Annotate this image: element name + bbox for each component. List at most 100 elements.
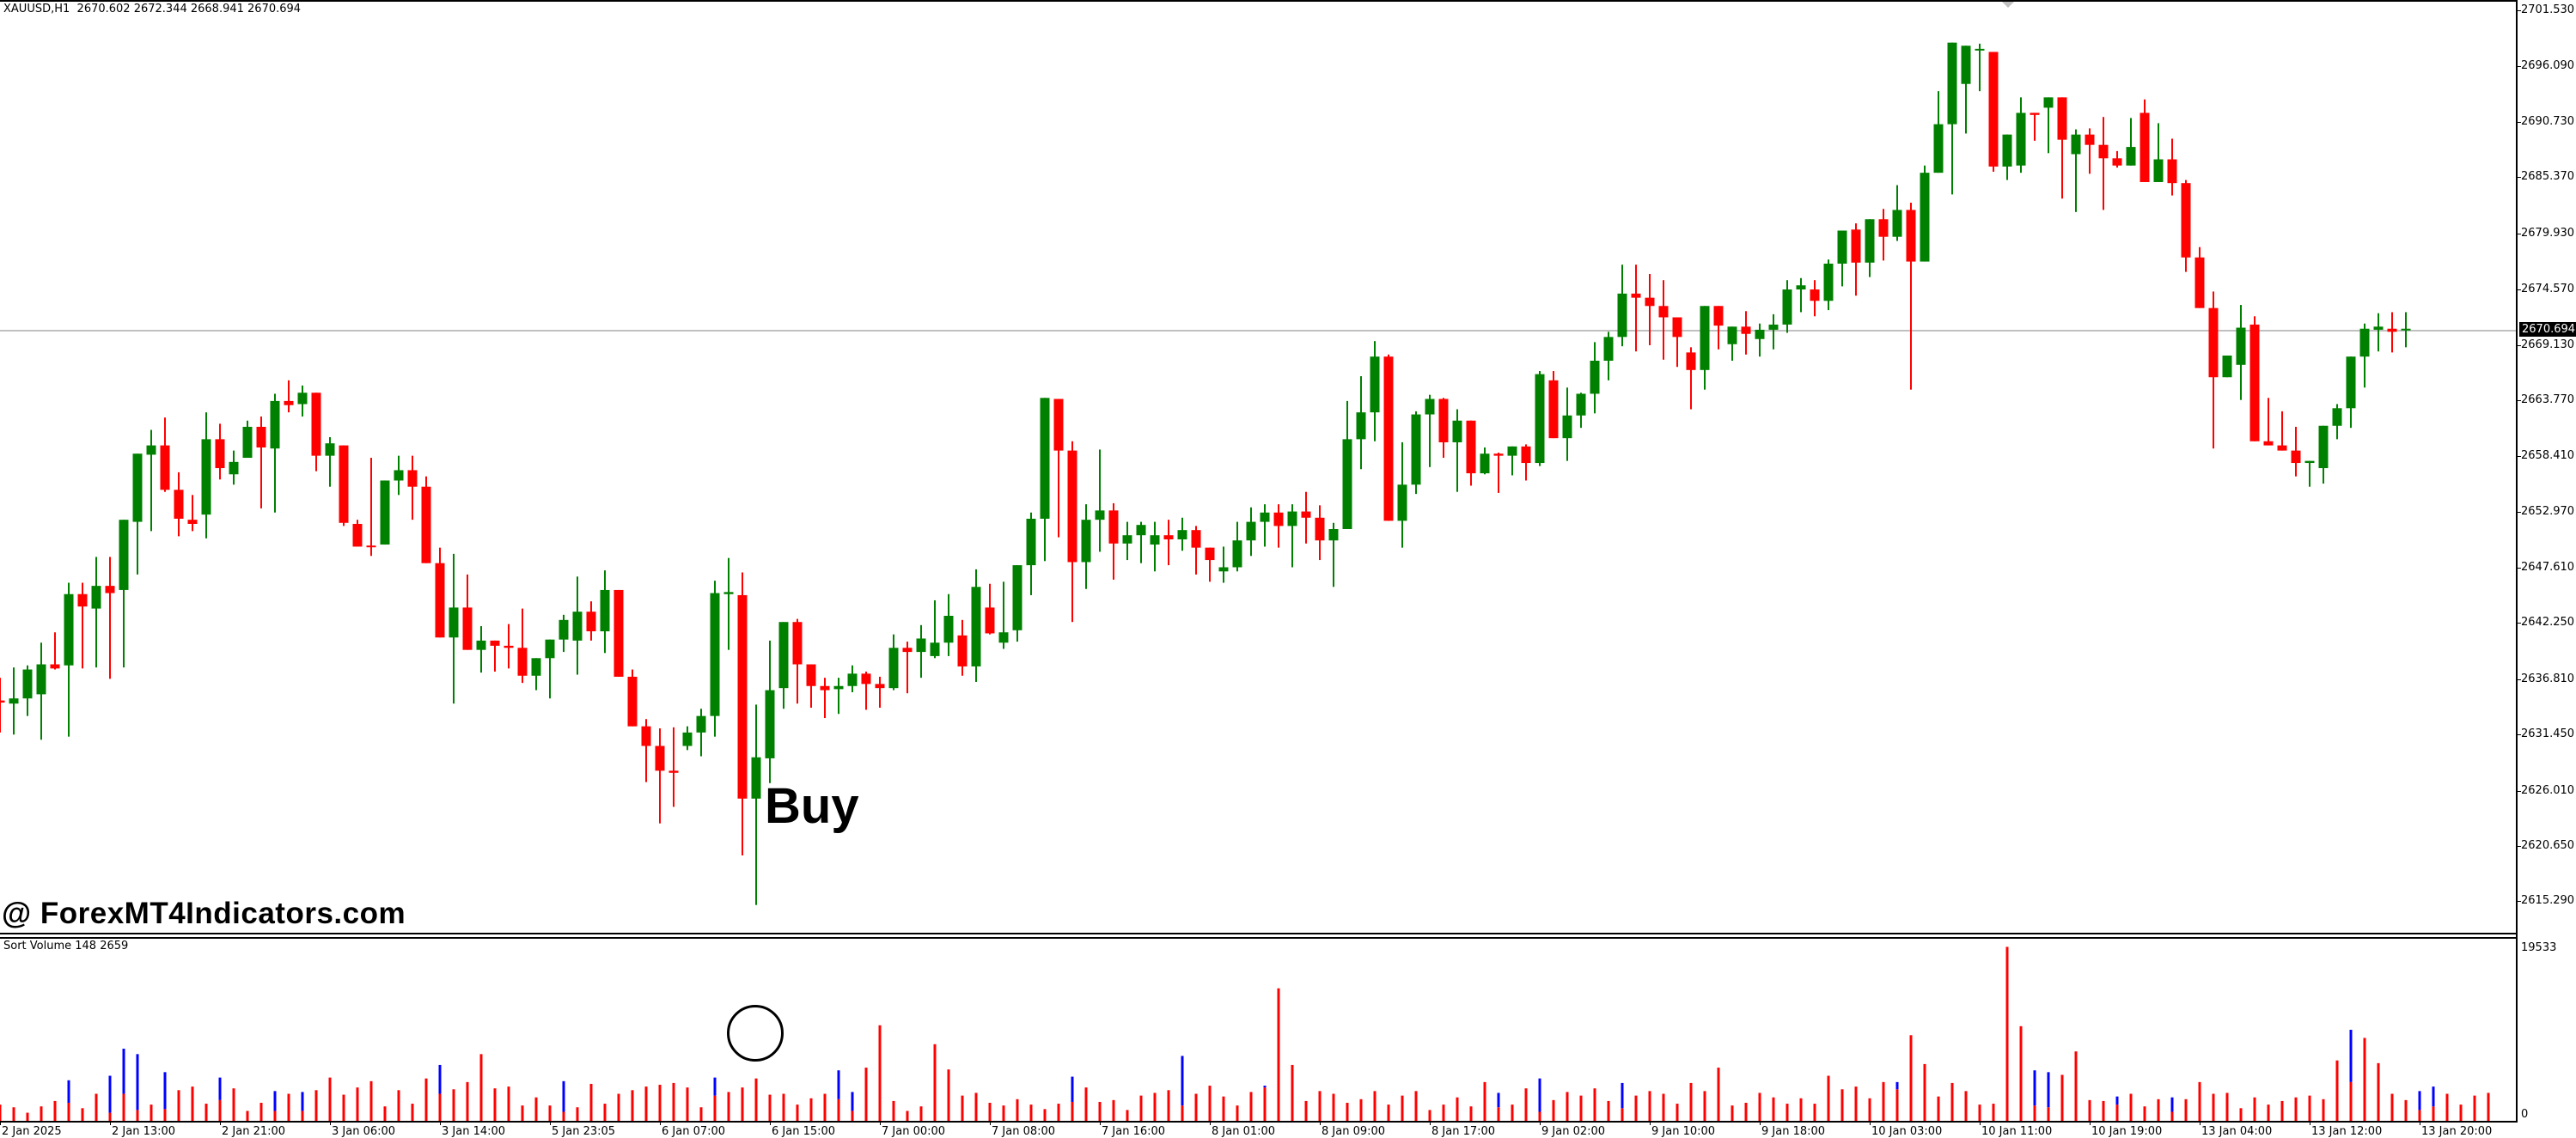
time-axis-label: 5 Jan 23:05 bbox=[552, 1125, 616, 1138]
bearish-candle bbox=[284, 380, 294, 413]
bearish-candle bbox=[1163, 520, 1174, 566]
volume-bar bbox=[576, 1107, 579, 1121]
bearish-candle bbox=[1906, 203, 1916, 390]
volume-bar bbox=[2335, 1060, 2339, 1121]
price-axis-label: 2679.930 bbox=[2521, 227, 2575, 240]
volume-bar bbox=[383, 1106, 387, 1121]
volume-bar bbox=[122, 1049, 125, 1121]
volume-bar bbox=[1579, 1095, 1583, 1121]
bearish-candle bbox=[1631, 265, 1641, 352]
bullish-candle bbox=[1590, 342, 1600, 414]
price-axis-label: 2674.570 bbox=[2521, 283, 2575, 295]
bullish-candle bbox=[531, 658, 541, 691]
bearish-candle bbox=[820, 678, 830, 719]
bearish-candle bbox=[2208, 291, 2219, 449]
volume-bar bbox=[314, 1090, 318, 1121]
bearish-candle bbox=[1521, 444, 1531, 481]
bearish-candle bbox=[792, 618, 803, 704]
volume-bar bbox=[947, 1069, 950, 1121]
bearish-candle bbox=[215, 423, 225, 480]
price-axis-label: 2690.730 bbox=[2521, 115, 2575, 128]
volume-bar bbox=[589, 1083, 593, 1121]
bearish-candle bbox=[1741, 311, 1751, 355]
time-axis-tick bbox=[1100, 1121, 1101, 1125]
volume-bar bbox=[1373, 1091, 1377, 1121]
bullish-candle bbox=[2318, 425, 2329, 484]
bullish-candle bbox=[1865, 219, 1875, 277]
volume-bar bbox=[342, 1094, 345, 1121]
candlestick-plot[interactable] bbox=[0, 0, 2516, 933]
price-axis-label: 2669.130 bbox=[2521, 338, 2575, 351]
price-axis-tick bbox=[2518, 10, 2521, 11]
volume-bar bbox=[2322, 1098, 2325, 1121]
volume-bar bbox=[1511, 1105, 1514, 1121]
volume-bar bbox=[1607, 1100, 1610, 1121]
volume-bar bbox=[1813, 1104, 1816, 1121]
volume-bar bbox=[1497, 1092, 1500, 1121]
bullish-candle bbox=[1782, 280, 1792, 333]
bullish-candle bbox=[778, 622, 789, 709]
volume-bar bbox=[892, 1100, 895, 1121]
volume-bar bbox=[1401, 1095, 1404, 1121]
volume-bar bbox=[1868, 1098, 1871, 1121]
time-axis-label: 9 Jan 02:00 bbox=[1541, 1125, 1606, 1138]
volume-bar bbox=[12, 1107, 15, 1121]
volume-bar bbox=[1964, 1091, 1968, 1121]
chart-title: XAUUSD,H1 2670.602 2672.344 2668.941 267… bbox=[3, 3, 301, 15]
subwindow-separator-inner bbox=[0, 937, 2516, 939]
time-axis-label: 10 Jan 11:00 bbox=[1981, 1125, 2053, 1138]
volume-bar bbox=[1194, 1093, 1198, 1121]
bullish-candle bbox=[1122, 521, 1132, 561]
bearish-candle bbox=[366, 458, 376, 557]
bullish-candle bbox=[1232, 521, 1242, 572]
volume-bar bbox=[1318, 1091, 1322, 1121]
bullish-candle bbox=[943, 593, 954, 656]
volume-histogram[interactable] bbox=[0, 0, 2516, 1125]
volume-bar bbox=[1222, 1096, 1225, 1121]
bullish-candle bbox=[888, 634, 899, 691]
bearish-candle bbox=[655, 728, 665, 824]
volume-bar bbox=[287, 1093, 290, 1121]
chart-shift-marker-icon[interactable] bbox=[2002, 2, 2014, 8]
bullish-candle bbox=[847, 665, 858, 692]
volume-bar bbox=[259, 1103, 263, 1121]
volume-bar bbox=[796, 1105, 799, 1121]
volume-bar bbox=[1593, 1088, 1596, 1121]
time-axis-tick bbox=[660, 1121, 661, 1125]
current-price-label: 2670.694 bbox=[2519, 322, 2576, 337]
volume-bar bbox=[2198, 1081, 2201, 1121]
volume-bar bbox=[2253, 1097, 2256, 1121]
bullish-candle bbox=[751, 704, 761, 905]
volume-bar bbox=[1552, 1099, 1555, 1121]
subwindow-separator[interactable] bbox=[0, 933, 2516, 934]
volume-bar bbox=[562, 1080, 565, 1121]
volume-bar bbox=[1689, 1082, 1693, 1121]
volume-bar bbox=[1909, 1035, 1913, 1121]
bullish-candle bbox=[297, 385, 308, 417]
bearish-candle bbox=[2057, 97, 2067, 199]
volume-bar bbox=[301, 1092, 304, 1121]
volume-bar bbox=[1263, 1086, 1267, 1121]
bearish-candle bbox=[490, 640, 500, 672]
bullish-candle bbox=[2071, 129, 2081, 212]
bearish-candle bbox=[875, 676, 885, 709]
bearish-candle bbox=[806, 664, 816, 709]
volume-bar bbox=[906, 1111, 909, 1121]
price-axis-label: 2620.650 bbox=[2521, 839, 2575, 852]
volume-bar bbox=[631, 1090, 634, 1121]
bearish-candle bbox=[1438, 398, 1449, 459]
bullish-candle bbox=[1218, 546, 1229, 583]
price-axis-tick bbox=[2518, 512, 2521, 513]
ohlc-readout: 2670.602 2672.344 2668.941 2670.694 bbox=[76, 3, 302, 15]
time-axis-tick bbox=[220, 1121, 221, 1125]
bullish-candle bbox=[1576, 393, 1586, 429]
volume-bar bbox=[1937, 1096, 1940, 1121]
volume-bar bbox=[1057, 1104, 1060, 1121]
volume-bar bbox=[1950, 1082, 1954, 1121]
price-axis-tick bbox=[2518, 901, 2521, 902]
bullish-candle bbox=[2373, 313, 2384, 352]
time-axis-label: 6 Jan 07:00 bbox=[662, 1125, 726, 1138]
bullish-candle bbox=[930, 599, 940, 659]
price-axis-label: 2615.290 bbox=[2521, 894, 2575, 907]
